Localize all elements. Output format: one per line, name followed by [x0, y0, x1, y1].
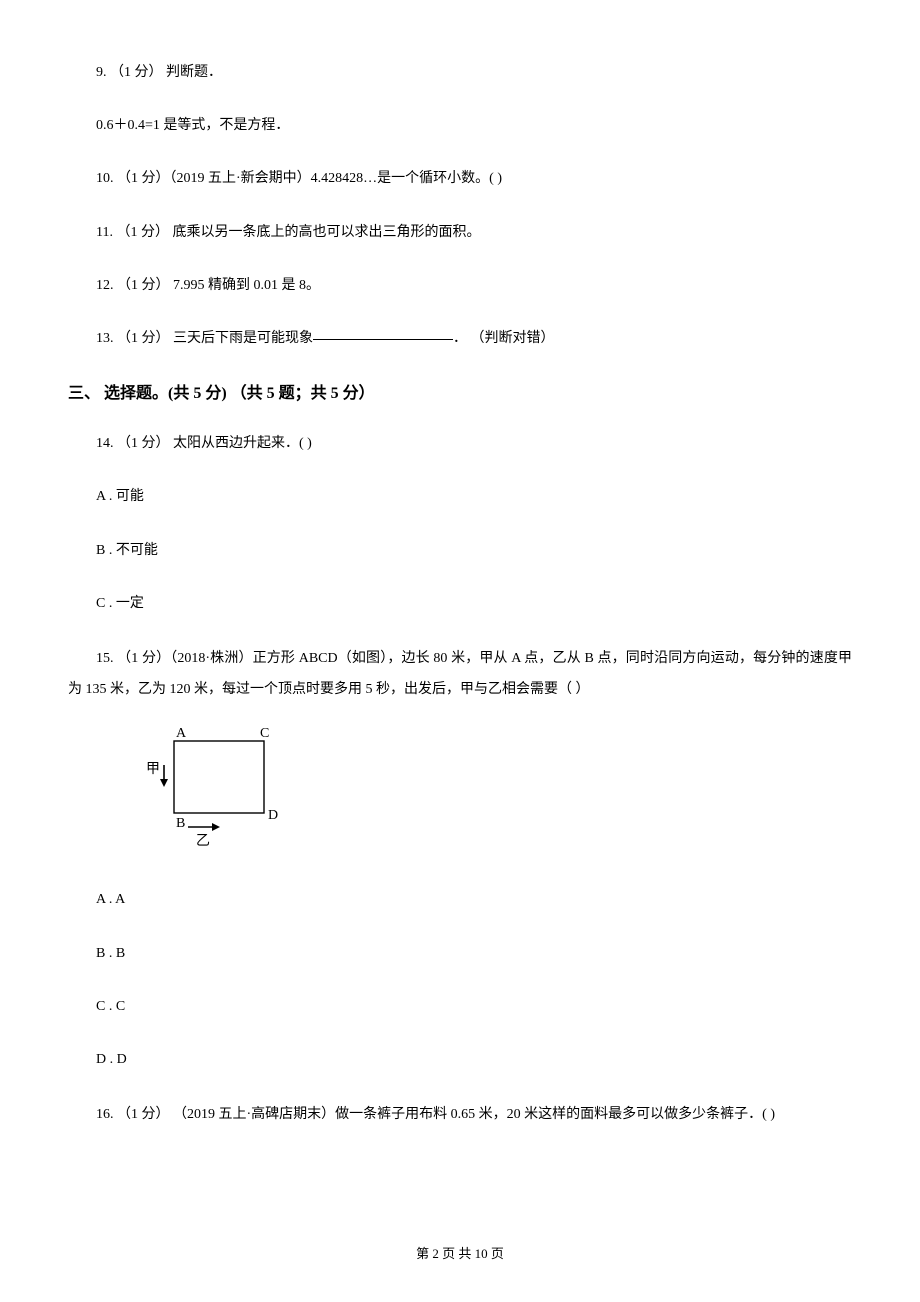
question-15-option-b: B . B — [68, 941, 852, 966]
question-12: 12. （1 分） 7.995 精确到 0.01 是 8。 — [68, 273, 852, 298]
question-14-option-b: B . 不可能 — [68, 538, 852, 563]
question-13-post: ． （判断对错） — [453, 331, 555, 346]
page-content: 9. （1 分） 判断题． 0.6＋0.4=1 是等式，不是方程． 10. （1… — [0, 0, 920, 1131]
question-10: 10. （1 分）（2019 五上·新会期中）4.428428…是一个循环小数。… — [68, 166, 852, 191]
question-13-pre: 13. （1 分） 三天后下雨是可能现象 — [96, 331, 313, 346]
square-diagram-svg: A C B D 甲 乙 — [138, 723, 288, 863]
question-14-option-a: A . 可能 — [68, 484, 852, 509]
label-yi: 乙 — [196, 833, 210, 849]
blank-underline — [313, 339, 453, 340]
question-15-option-c: C . C — [68, 994, 852, 1019]
label-d: D — [268, 808, 278, 823]
jia-arrow-head — [160, 779, 168, 787]
label-c: C — [260, 726, 269, 741]
yi-arrow-head — [212, 823, 220, 831]
question-11: 11. （1 分） 底乘以另一条底上的高也可以求出三角形的面积。 — [68, 220, 852, 245]
label-b: B — [176, 816, 185, 831]
question-9-line1: 9. （1 分） 判断题． — [68, 60, 852, 85]
question-15-option-a: A . A — [68, 887, 852, 912]
label-a: A — [176, 726, 187, 741]
question-13: 13. （1 分） 三天后下雨是可能现象 ． （判断对错） — [68, 326, 852, 351]
question-14-stem: 14. （1 分） 太阳从西边升起来．( ) — [68, 431, 852, 456]
question-16: 16. （1 分） （2019 五上·高碑店期末）做一条裤子用布料 0.65 米… — [68, 1100, 852, 1131]
question-15-stem: 15. （1 分）（2018·株洲）正方形 ABCD（如图），边长 80 米，甲… — [68, 644, 852, 706]
diagram-square — [174, 741, 264, 813]
section-3-header: 三、 选择题。(共 5 分) （共 5 题；共 5 分） — [68, 379, 852, 403]
question-14-option-c: C . 一定 — [68, 591, 852, 616]
label-jia: 甲 — [146, 762, 160, 777]
page-footer: 第 2 页 共 10 页 — [0, 1243, 920, 1262]
question-15-diagram: A C B D 甲 乙 — [138, 723, 852, 863]
question-9-line2: 0.6＋0.4=1 是等式，不是方程． — [68, 113, 852, 138]
question-15-option-d: D . D — [68, 1047, 852, 1072]
